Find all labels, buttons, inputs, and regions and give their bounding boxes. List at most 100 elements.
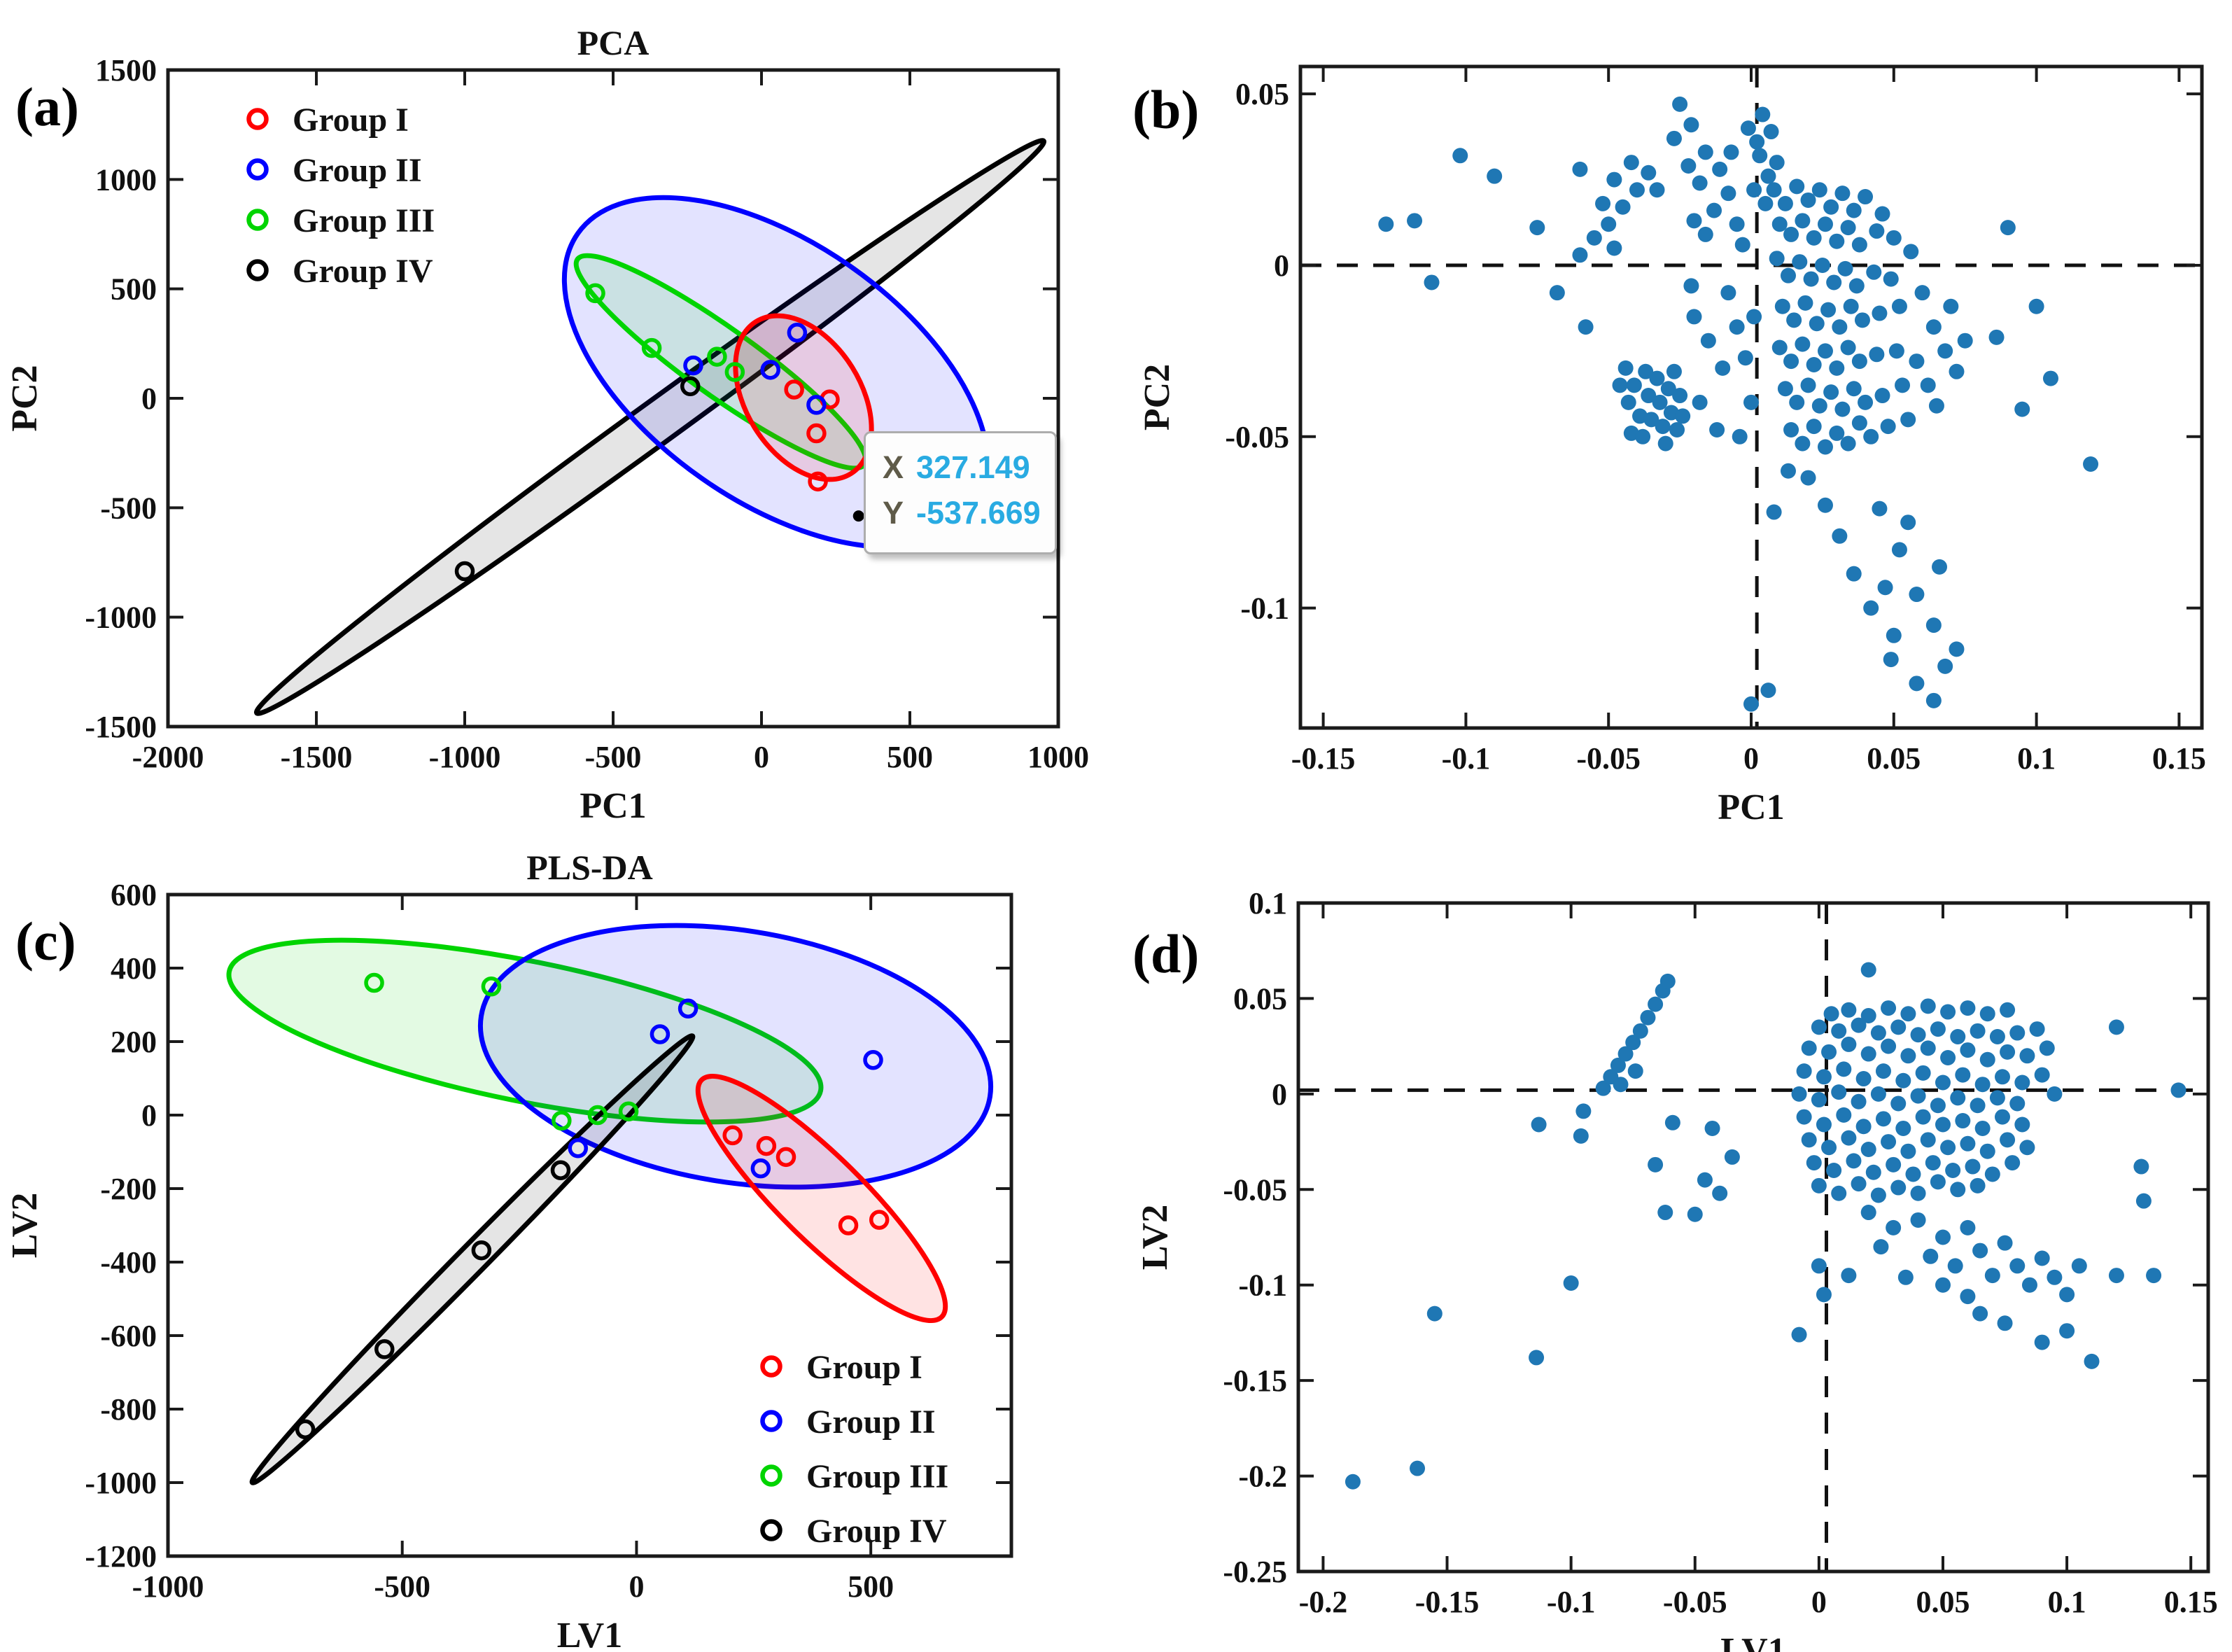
scatter-point[interactable] bbox=[1903, 244, 1919, 260]
scatter-point[interactable] bbox=[1858, 189, 1874, 205]
scatter-point[interactable] bbox=[1659, 973, 1676, 989]
scatter-point[interactable] bbox=[1883, 271, 1899, 287]
scatter-point[interactable] bbox=[1613, 1077, 1629, 1093]
scatter-point[interactable] bbox=[1712, 161, 1728, 177]
scatter-point[interactable] bbox=[1789, 394, 1805, 410]
scatter-point[interactable] bbox=[2083, 456, 2099, 472]
scatter-point[interactable] bbox=[1875, 1063, 1891, 1079]
scatter-point[interactable] bbox=[1724, 1149, 1740, 1165]
scatter-point[interactable] bbox=[1801, 1132, 1817, 1148]
scatter-point[interactable] bbox=[1675, 408, 1691, 424]
scatter-point[interactable] bbox=[1923, 1248, 1939, 1264]
legend-marker-group-ii[interactable] bbox=[760, 1410, 782, 1432]
group-iii-point[interactable] bbox=[707, 346, 727, 367]
scatter-point[interactable] bbox=[1780, 463, 1796, 479]
scatter-point[interactable] bbox=[1657, 1205, 1673, 1221]
group-i-point[interactable] bbox=[722, 1125, 743, 1146]
scatter-point[interactable] bbox=[1595, 195, 1611, 211]
scatter-point[interactable] bbox=[1860, 1141, 1876, 1157]
legend-marker-group-ii[interactable] bbox=[246, 158, 269, 181]
legend-marker-group-iii[interactable] bbox=[246, 209, 269, 231]
group-iii-point[interactable] bbox=[618, 1101, 639, 1121]
legend-marker-group-i[interactable] bbox=[246, 108, 269, 130]
scatter-point[interactable] bbox=[1795, 435, 1811, 451]
scatter-point[interactable] bbox=[1947, 1258, 1963, 1274]
scatter-point[interactable] bbox=[1909, 354, 1925, 370]
scatter-point[interactable] bbox=[1851, 1176, 1867, 1192]
scatter-point[interactable] bbox=[1851, 1017, 1867, 1033]
scatter-point[interactable] bbox=[1875, 1111, 1891, 1127]
scatter-point[interactable] bbox=[1935, 1074, 1951, 1091]
scatter-point[interactable] bbox=[1869, 346, 1885, 363]
scatter-point[interactable] bbox=[2047, 1269, 2063, 1285]
scatter-point[interactable] bbox=[1930, 1021, 1946, 1037]
scatter-point[interactable] bbox=[1836, 1061, 1852, 1077]
scatter-point[interactable] bbox=[1578, 319, 1594, 335]
group-iii-point[interactable] bbox=[481, 976, 502, 997]
scatter-point[interactable] bbox=[1814, 257, 1830, 273]
scatter-point[interactable] bbox=[2108, 1268, 2124, 1284]
scatter-point[interactable] bbox=[1915, 1065, 1931, 1081]
scatter-point[interactable] bbox=[1970, 1177, 1986, 1194]
scatter-point[interactable] bbox=[2000, 1044, 2016, 1060]
scatter-point[interactable] bbox=[1572, 161, 1588, 177]
scatter-point[interactable] bbox=[1806, 419, 1822, 435]
scatter-point[interactable] bbox=[1531, 1116, 1547, 1133]
scatter-point[interactable] bbox=[1617, 360, 1634, 376]
scatter-point[interactable] bbox=[1821, 1140, 1837, 1156]
scatter-point[interactable] bbox=[1817, 216, 1833, 232]
scatter-point[interactable] bbox=[1870, 1187, 1886, 1203]
group-iii-point[interactable] bbox=[587, 1105, 608, 1126]
scatter-point[interactable] bbox=[2108, 1019, 2124, 1035]
scatter-point[interactable] bbox=[1700, 332, 1716, 349]
datatip-anchor-point[interactable] bbox=[852, 510, 864, 522]
scatter-point[interactable] bbox=[1843, 298, 1859, 314]
scatter-point[interactable] bbox=[1786, 312, 1802, 328]
scatter-point[interactable] bbox=[1601, 216, 1617, 232]
scatter-point[interactable] bbox=[1994, 1109, 2010, 1125]
scatter-point[interactable] bbox=[1957, 332, 1973, 349]
scatter-point[interactable] bbox=[1657, 435, 1673, 451]
scatter-point[interactable] bbox=[2084, 1353, 2100, 1369]
scatter-point[interactable] bbox=[1811, 1258, 1827, 1274]
scatter-point[interactable] bbox=[1972, 1242, 1988, 1259]
scatter-point[interactable] bbox=[1965, 1158, 1981, 1175]
scatter-point[interactable] bbox=[1806, 1155, 1822, 1171]
scatter-point[interactable] bbox=[1816, 1116, 1832, 1133]
scatter-point[interactable] bbox=[1627, 1063, 1643, 1079]
scatter-point[interactable] bbox=[1930, 1098, 1946, 1114]
scatter-point[interactable] bbox=[1925, 1155, 1941, 1171]
group-ii-point[interactable] bbox=[750, 1158, 771, 1179]
scatter-point[interactable] bbox=[1955, 1067, 1971, 1083]
group-ii-point[interactable] bbox=[683, 355, 703, 376]
scatter-point[interactable] bbox=[1949, 641, 1965, 657]
scatter-point[interactable] bbox=[1886, 1219, 1902, 1236]
scatter-point[interactable] bbox=[2014, 1116, 2030, 1133]
scatter-point[interactable] bbox=[1563, 1275, 1579, 1291]
scatter-point[interactable] bbox=[1672, 96, 1688, 112]
scatter-point[interactable] bbox=[1920, 1040, 1936, 1056]
scatter-point[interactable] bbox=[2059, 1323, 2075, 1339]
scatter-point[interactable] bbox=[1890, 1019, 1907, 1035]
scatter-point[interactable] bbox=[1863, 600, 1879, 616]
scatter-point[interactable] bbox=[1829, 360, 1845, 376]
scatter-point[interactable] bbox=[1832, 319, 1848, 335]
scatter-point[interactable] bbox=[1851, 1093, 1867, 1110]
scatter-point[interactable] bbox=[1740, 120, 1756, 136]
scatter-point[interactable] bbox=[1606, 172, 1622, 188]
scatter-point[interactable] bbox=[1940, 1140, 1956, 1156]
scatter-point[interactable] bbox=[1920, 998, 1936, 1014]
scatter-point[interactable] bbox=[2021, 1277, 2037, 1293]
scatter-point[interactable] bbox=[1572, 247, 1588, 263]
scatter-point[interactable] bbox=[2034, 1334, 2050, 1350]
scatter-point[interactable] bbox=[1821, 1044, 1837, 1060]
scatter-point[interactable] bbox=[1697, 226, 1713, 242]
group-i-point[interactable] bbox=[784, 379, 804, 400]
scatter-point[interactable] bbox=[1829, 233, 1845, 249]
group-iii-point[interactable] bbox=[724, 362, 745, 382]
scatter-point[interactable] bbox=[1692, 175, 1708, 191]
scatter-point[interactable] bbox=[1529, 1350, 1545, 1366]
scatter-point[interactable] bbox=[1910, 1212, 1926, 1228]
scatter-point[interactable] bbox=[1816, 1287, 1832, 1303]
scatter-point[interactable] bbox=[1771, 340, 1788, 356]
